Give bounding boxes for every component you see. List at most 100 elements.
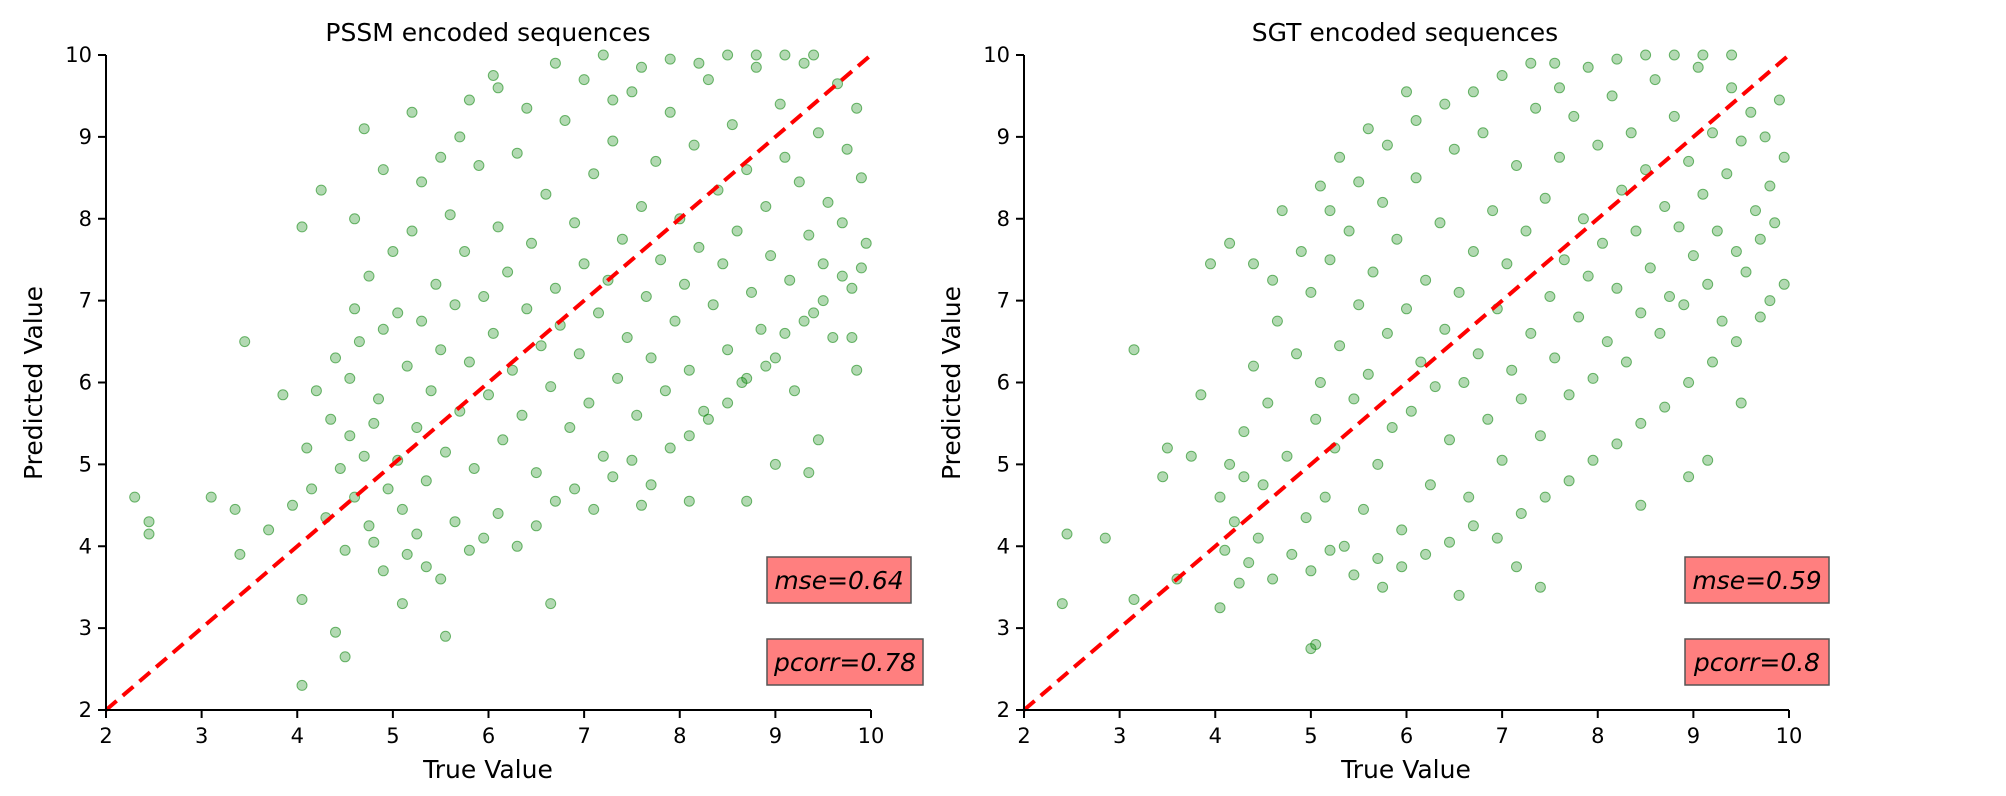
scatter-point [841,143,853,155]
scatter-point [239,336,251,348]
scatter-point [769,458,781,470]
scatter-point [1597,237,1608,249]
scatter-point [1563,475,1575,487]
scatter-point [722,344,734,356]
scatter-point [1740,266,1752,278]
scatter-point [1587,454,1599,466]
scatter-point [1444,434,1455,446]
scatter-point [406,106,418,118]
scatter-point [521,303,533,315]
reference-line [104,53,873,712]
scatter-point [1640,49,1652,61]
scatter-point [1252,532,1264,544]
y-tick-label: 5 [79,452,92,476]
scatter-points [129,49,872,691]
scatter-point [377,323,389,335]
scatter-point [1195,389,1207,401]
scatter-point [1224,458,1236,470]
scatter-point [1362,123,1374,135]
scatter-point [1271,315,1283,327]
scatter-point [597,49,609,61]
scatter-point [492,508,504,519]
pcorr-annotation-box [766,638,924,686]
scatter-point [358,450,370,462]
scatter-point [416,176,428,188]
scatter-point [549,495,561,507]
scatter-point [636,61,647,73]
scatter-point [1305,565,1317,577]
scatter-point [1314,180,1326,192]
scatter-point [836,270,848,282]
scatter-point [1544,291,1556,302]
scatter-point [636,499,647,511]
scatter-point [812,434,824,446]
scatter-point [1539,491,1551,503]
scatter-point [1659,401,1671,413]
scatter-point [784,274,796,286]
x-tick-label: 5 [1304,724,1317,748]
scatter-point [1362,368,1374,380]
scatter-point [1668,110,1680,122]
scatter-point [1549,57,1561,69]
scatter-point [473,160,485,171]
scatter-point [1683,377,1695,388]
scatter-point [588,168,600,180]
scatter-point [377,565,389,577]
scatter-point [1577,213,1589,225]
scatter-point [1654,327,1666,339]
scatter-point [459,246,471,257]
scatter-point [1511,160,1522,171]
y-tick-label: 7 [79,289,92,313]
x-axis-label: True Value [1340,755,1471,784]
scatter-point [1396,561,1408,573]
scatter-point [741,495,753,507]
y-tick-label: 6 [79,371,92,395]
scatter-point [1276,205,1288,217]
scatter-point [578,74,590,86]
scatter-point [1525,57,1537,69]
scatter-point [1491,532,1503,544]
scatter-point [1769,217,1781,229]
scatter-point [435,151,447,163]
scatter-point [1773,94,1785,106]
scatter-point [808,49,820,61]
scatter-point [731,225,743,237]
scatter-point [449,299,461,311]
scatter-point [530,520,542,532]
scatter-point [435,344,447,356]
scatter-point [569,483,581,495]
scatter-point [1305,286,1317,298]
scatter-point [1664,291,1675,302]
y-tick-label: 4 [997,534,1010,558]
scatter-point [1401,303,1412,315]
scatter-point [1291,348,1302,360]
scatter-point [411,422,423,433]
scatter-point [1238,471,1250,483]
scatter-point [1568,110,1580,122]
scatter-point [1381,327,1393,339]
scatter-point [1659,201,1671,212]
scatter-point [1754,311,1766,323]
scatter-point [1558,254,1570,266]
scatter-point [1625,127,1637,139]
scatter-point [650,155,662,167]
scatter-point [1238,426,1250,438]
scatter-point [702,74,714,86]
scatter-point [1506,364,1518,376]
y-axis-label: Predicted Value [937,286,966,480]
scatter-point [420,475,432,487]
scatter-point [1214,602,1226,614]
scatter-point [1554,151,1565,163]
scatter-point [549,57,561,69]
scatter-point [855,262,867,274]
scatter-points [1056,49,1790,655]
scatter-point [430,278,442,290]
scatter-point [1214,491,1226,503]
scatter-point [344,430,356,442]
y-tick-label: 4 [79,534,92,558]
scatter-point [860,237,872,249]
x-tick-label: 7 [577,724,590,748]
scatter-point [449,516,461,528]
scatter-point [793,176,805,188]
scatter-point [521,102,533,114]
